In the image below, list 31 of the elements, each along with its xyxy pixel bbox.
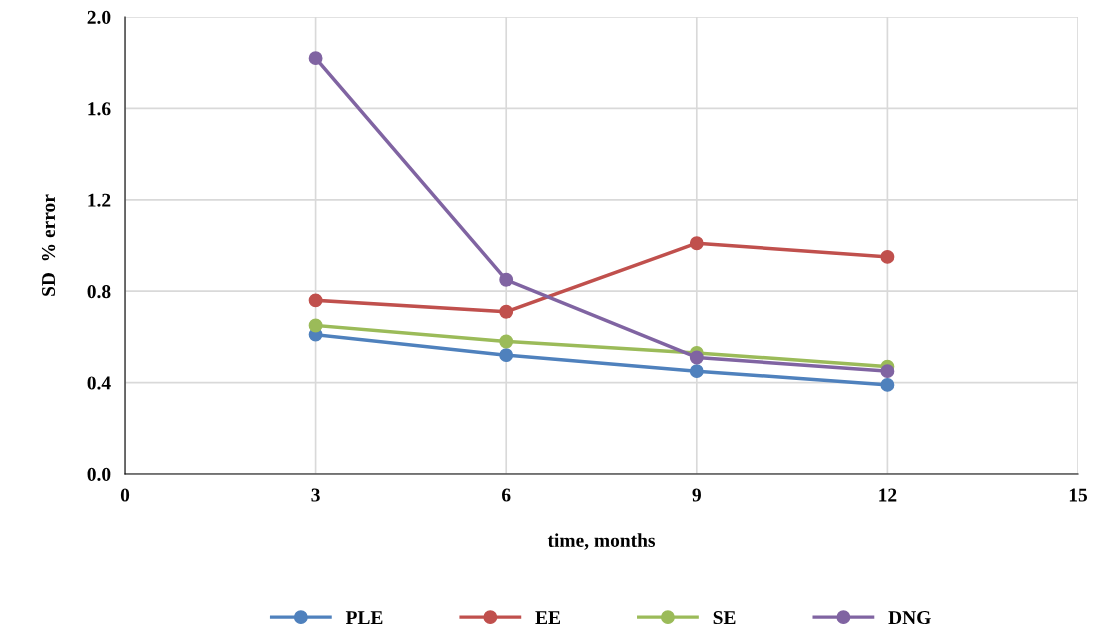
x-tick-label: 6	[502, 488, 511, 502]
y-tick-label: 2.0	[87, 10, 111, 25]
x-tick-label: 3	[311, 488, 320, 502]
y-tick-label: 0.8	[87, 285, 111, 299]
y-tick-label: 0.0	[87, 467, 111, 482]
x-tick-label: 12	[879, 488, 897, 502]
y-tick-label: 0.4	[87, 376, 111, 390]
legend-label: DNG	[888, 611, 931, 625]
y-tick-label: 1.2	[88, 193, 111, 207]
point	[689, 364, 704, 379]
x-tick-label: 15	[1069, 488, 1088, 502]
legend-label: EE	[535, 611, 560, 624]
x-axis-title: time, months	[547, 533, 656, 550]
legend-label: PLE	[345, 611, 383, 624]
point	[308, 51, 323, 66]
point	[880, 377, 895, 392]
point	[499, 334, 514, 349]
point	[308, 293, 323, 308]
legend-label: SE	[713, 611, 736, 625]
point	[880, 364, 895, 379]
point	[880, 249, 895, 264]
point	[499, 304, 514, 319]
point	[499, 348, 514, 363]
point	[689, 236, 704, 251]
point	[689, 350, 704, 365]
point	[308, 318, 323, 333]
point	[499, 272, 514, 287]
x-tick-label: 0	[120, 488, 130, 502]
x-tick-label: 9	[692, 488, 701, 502]
y-tick-label: 1.6	[88, 102, 111, 116]
y-axis-title: SD % error	[41, 194, 56, 296]
